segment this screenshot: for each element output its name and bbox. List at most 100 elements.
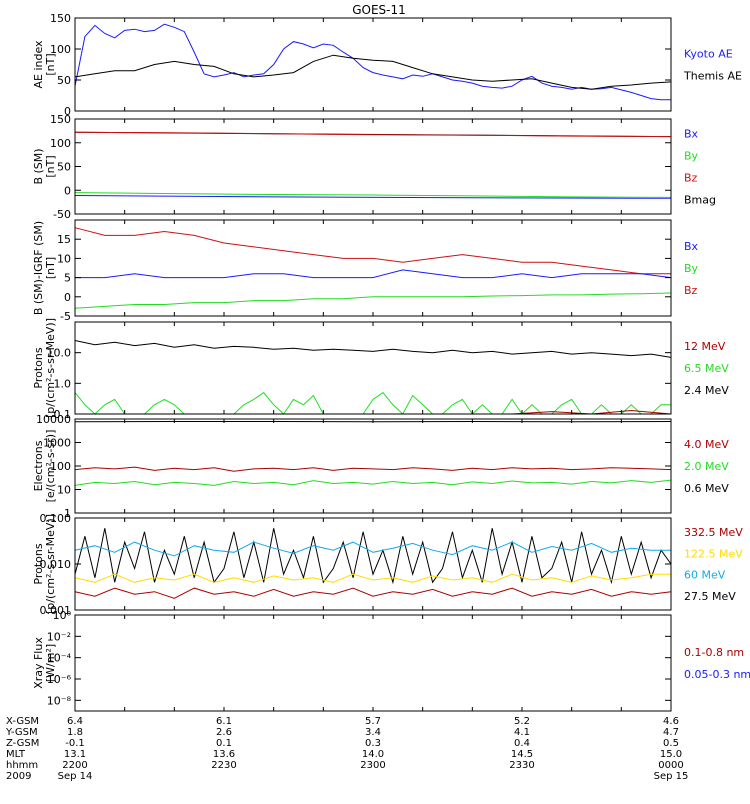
axis-row-value: -0.1 <box>65 738 85 749</box>
axis-row-value: 14.0 <box>362 749 384 760</box>
axis-row-value: 3.4 <box>365 727 381 738</box>
axis-row-value: Sep 14 <box>58 771 93 782</box>
series-line-bz <box>75 132 671 136</box>
y-axis-title: [e/(cm²-s-sr)] <box>44 430 57 503</box>
legend-entry-4-0-mev: 4.0 MeV <box>684 438 729 451</box>
axis-row-value: 5.2 <box>514 716 530 727</box>
legend-entry-kyoto-ae: Kyoto AE <box>684 48 733 61</box>
axis-row-value: 13.1 <box>64 749 86 760</box>
y-tick-label: 5 <box>64 272 71 285</box>
series-line-2-4-mev <box>75 341 671 358</box>
y-axis-title: [p/(cm²-s-sr-MeV)] <box>44 514 57 614</box>
y-tick-label: 150 <box>50 12 71 25</box>
axis-row-value: 2.6 <box>216 727 232 738</box>
axis-row-value: Sep 15 <box>654 771 689 782</box>
y-tick-label: 150 <box>50 113 71 126</box>
legend-entry-2-4-mev: 2.4 MeV <box>684 384 729 397</box>
axis-row-value: 2330 <box>509 760 534 771</box>
legend-entry-by: By <box>684 150 699 163</box>
panel-hiprotons: 0.0010.0100.100Protons[p/(cm²-s-sr-MeV)]… <box>32 512 743 617</box>
legend-entry-0-05-0-3-nm: 0.05-0.3 nm <box>684 668 750 681</box>
axis-row-label: hhmm <box>6 760 38 771</box>
axis-row-value: 15.0 <box>660 749 682 760</box>
y-tick-label: 10⁻⁸ <box>47 694 72 707</box>
y-axis-title: [nT] <box>44 257 57 279</box>
legend-entry-6-5-mev: 6.5 MeV <box>684 362 729 375</box>
legend-entry-332-5-mev: 332.5 MeV <box>684 526 743 539</box>
axis-row-value: 5.7 <box>365 716 381 727</box>
legend-entry-12-mev: 12 MeV <box>684 340 726 353</box>
legend-entry-122-5-mev: 122.5 MeV <box>684 547 743 560</box>
legend-entry-0-6-mev: 0.6 MeV <box>684 482 729 495</box>
axis-row-value: 13.6 <box>213 749 235 760</box>
axis-row-value: 0.5 <box>663 738 679 749</box>
legend-entry-bx: Bx <box>684 240 699 253</box>
axis-row-value: 4.1 <box>514 727 530 738</box>
axis-row-value: 6.1 <box>216 716 232 727</box>
series-line-bz <box>75 228 671 274</box>
axis-row-value: 1.8 <box>67 727 83 738</box>
axis-row-value: 2300 <box>360 760 385 771</box>
panel-frame <box>75 615 671 711</box>
y-axis-title: [nT] <box>44 53 57 75</box>
y-tick-label: 0 <box>64 291 71 304</box>
axis-row-label: X-GSM <box>6 716 39 727</box>
legend-entry-bz: Bz <box>684 284 698 297</box>
panel-frame <box>75 18 671 111</box>
y-axis-title: [p/(cm²-s-sr-MeV)] <box>44 318 57 418</box>
y-tick-label: 0 <box>64 184 71 197</box>
y-tick-label: 10000 <box>36 413 71 426</box>
panel-electrons: 110100100010000Electrons[e/(cm²-s-sr)]4.… <box>32 413 729 520</box>
y-tick-label: 10⁻² <box>47 630 71 643</box>
axis-row-label: MLT <box>6 749 26 760</box>
legend-entry-27-5-mev: 27.5 MeV <box>684 590 736 603</box>
chart-title: GOES-11 <box>352 3 406 17</box>
series-line-27-5-mev <box>75 528 671 582</box>
legend-entry-themis-ae: Themis AE <box>683 70 742 83</box>
y-tick-label: 10⁰ <box>53 609 72 622</box>
axis-row-value: 14.5 <box>511 749 533 760</box>
series-line-by <box>75 193 671 198</box>
series-line-4-0-mev <box>75 467 671 471</box>
series-line-by <box>75 293 671 308</box>
y-tick-label: -5 <box>60 310 71 323</box>
y-tick-label: 50 <box>57 74 71 87</box>
y-tick-label: 50 <box>57 161 71 174</box>
axis-row-value: 4.6 <box>663 716 679 727</box>
axis-row-value: 2200 <box>62 760 87 771</box>
legend-entry-2-0-mev: 2.0 MeV <box>684 460 729 473</box>
series-line-bx <box>75 270 671 278</box>
axis-row-value: 0000 <box>658 760 683 771</box>
legend-entry-by: By <box>684 262 699 275</box>
panel-frame <box>75 220 671 316</box>
legend-entry-bmag: Bmag <box>684 194 716 207</box>
axis-row-label: 2009 <box>6 771 31 782</box>
legend-entry-bx: Bx <box>684 128 699 141</box>
axis-row-value: 0.4 <box>514 738 530 749</box>
y-tick-label: 10 <box>57 484 71 497</box>
axis-row-value: 0.3 <box>365 738 381 749</box>
panel-frame <box>75 419 671 513</box>
y-tick-label: 10 <box>57 252 71 265</box>
axis-row-label: Z-GSM <box>6 738 39 749</box>
axis-row-value: 4.7 <box>663 727 679 738</box>
legend-entry-0-1-0-8-nm: 0.1-0.8 nm <box>684 646 744 659</box>
y-axis-title: [nT] <box>44 155 57 177</box>
axis-row-value: 0.1 <box>216 738 232 749</box>
y-tick-label: 15 <box>57 233 71 246</box>
axis-row-value: 2230 <box>211 760 236 771</box>
axis-row-value: 6.4 <box>67 716 83 727</box>
y-tick-label: -50 <box>53 208 71 221</box>
y-axis-title: [W/m²] <box>44 644 57 682</box>
axis-row-label: Y-GSM <box>5 727 38 738</box>
legend-entry-bz: Bz <box>684 172 698 185</box>
series-line-332-5-mev <box>75 588 671 598</box>
y-tick-label: 100 <box>50 137 71 150</box>
